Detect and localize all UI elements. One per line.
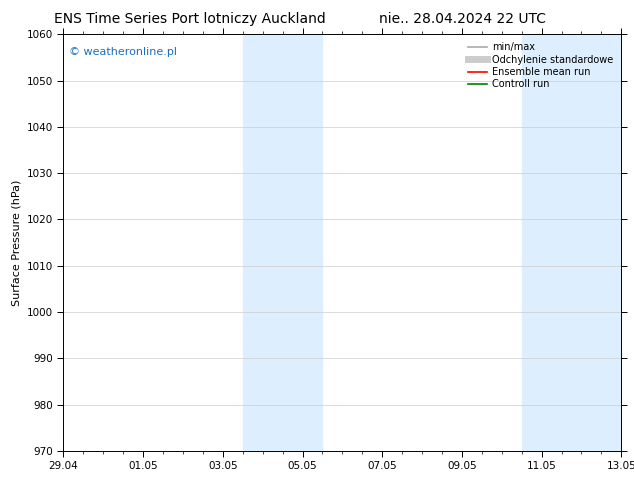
Legend: min/max, Odchylenie standardowe, Ensemble mean run, Controll run: min/max, Odchylenie standardowe, Ensembl… [465,39,616,92]
Bar [522,34,621,451]
Text: nie.. 28.04.2024 22 UTC: nie.. 28.04.2024 22 UTC [379,12,547,26]
Text: ENS Time Series Port lotniczy Auckland: ENS Time Series Port lotniczy Auckland [55,12,326,26]
Bar [243,34,323,451]
Text: © weatheronline.pl: © weatheronline.pl [69,47,177,57]
Y-axis label: Surface Pressure (hPa): Surface Pressure (hPa) [11,179,21,306]
